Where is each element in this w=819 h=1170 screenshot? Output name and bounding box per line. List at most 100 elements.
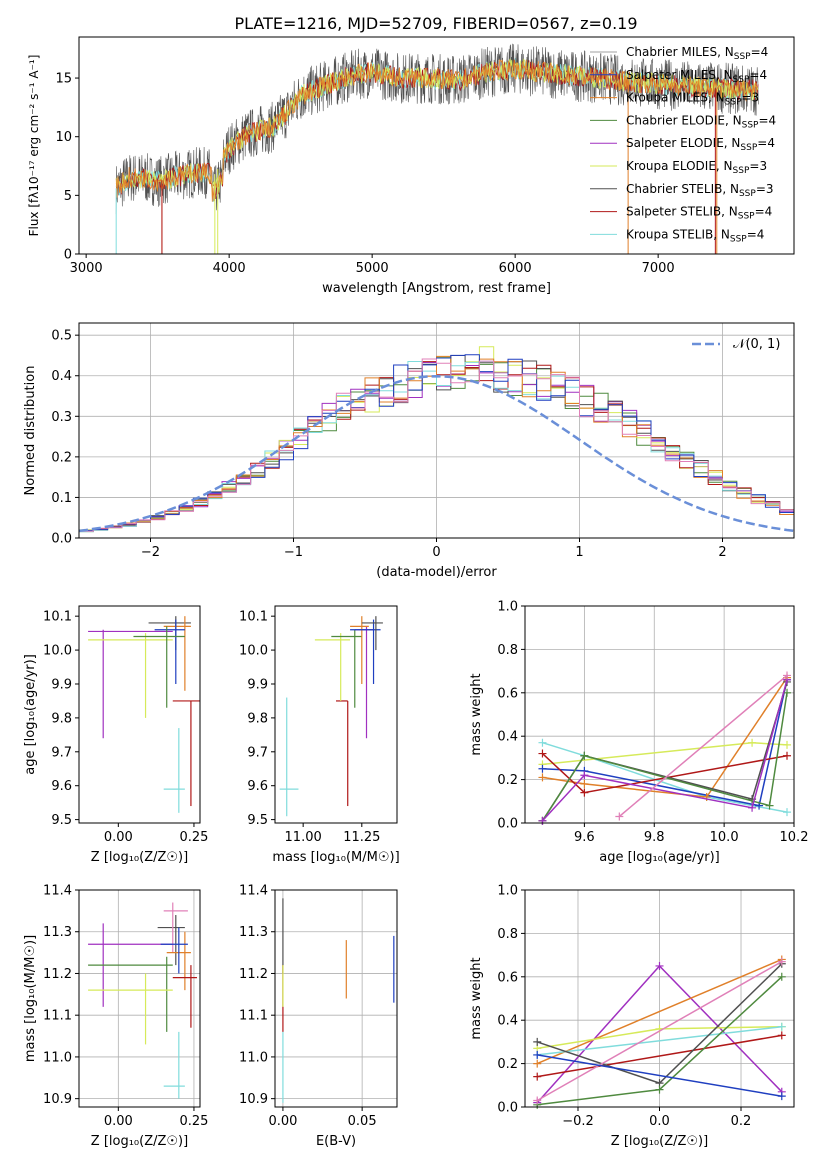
y-tick-label: 9.5 [51,813,72,828]
x-tick-label: 3000 [70,261,103,276]
histograms [79,346,794,538]
point-marker [777,1022,786,1031]
x-axis-label: E(B-V) [316,1134,356,1149]
y-tick-label: 10.9 [239,1092,268,1107]
data-point [331,629,362,708]
point-marker [783,688,792,697]
legend-entry: Chabrier MILES, NSSP=4 [626,45,768,62]
point-marker [655,961,664,970]
y-tick-label: 0.3 [51,410,72,425]
x-axis-label: Z [log₁₀(Z/Z☉)] [91,1134,188,1149]
y-tick-label: 9.7 [51,745,72,760]
axes-frame [78,889,201,1108]
point-marker [777,957,786,966]
y-tick-label: 11.4 [239,884,268,899]
x-tick-label: 11.25 [343,830,380,845]
y-tick-label: 0.2 [51,450,72,465]
point-marker [748,738,757,747]
y-tick-label: 0.4 [51,369,72,384]
y-tick-label: 9.9 [247,677,268,692]
data-point [154,619,185,684]
x-tick-label: 7000 [642,261,675,276]
legend-entry: Chabrier ELODIE, NSSP=4 [626,113,776,130]
x-tick-label: 0.00 [104,830,133,845]
axes-frame [274,605,398,824]
y-tick-label: 10 [55,130,72,145]
x-tick-label: 0.05 [348,1114,377,1129]
x-axis-label: Z [log₁₀(Z/Z☉)] [611,1134,708,1149]
y-tick-label: 11.3 [239,925,268,940]
chart-spectrum: 3000 4000 5000 6000 7000 0 5 10 15 wavelength [An… [27,36,795,296]
y-tick-label: 10.1 [43,610,72,625]
x-axis-label: mass [log₁₀(M/M☉)] [272,850,399,865]
y-tick-label: 1.0 [497,884,518,899]
legend-entry: Salpeter MILES, NSSP=4 [626,68,767,85]
data-point [361,616,383,651]
chart-z-weight: −0.2 0.0 0.2 0.0 0.2 0.4 0.6 0.8 1.0 Z [log₁₀(Z/Z… [469,884,795,1149]
y-tick-label: 0.1 [51,491,72,506]
spectrum-lines [115,43,759,254]
y-tick-label: 10.0 [43,644,72,659]
figure-title: PLATE=1216, MJD=52709, FIBERID=0567, z=0… [234,14,637,33]
series-s_miles [542,679,788,807]
axes-frame [78,605,201,824]
legend-entry: Kroupa STELIB, NSSP=4 [626,227,764,244]
series-k_stelib [542,741,788,813]
data-point [354,626,374,739]
data-point [172,965,197,1028]
legend-entry: 𝒩(0, 1) [733,337,780,352]
point-marker [538,749,547,758]
x-axis-label: Z [log₁₀(Z/Z☉)] [91,850,188,865]
y-axis-label: Flux [fλ10⁻¹⁷ erg cm⁻² s⁻¹ A⁻¹] [27,55,41,237]
point-marker [783,671,792,680]
y-tick-label: 10.0 [239,644,268,659]
point-marker [533,1037,542,1046]
x-tick-label: 2 [718,545,726,560]
x-tick-label: 9.8 [644,830,665,845]
x-tick-label: 4000 [213,261,246,276]
x-tick-label: 0.00 [104,1114,133,1129]
y-tick-label: 0.8 [497,643,518,658]
x-tick-label: −2 [141,545,160,560]
y-tick-label: 11.2 [239,967,268,982]
y-tick-label: 0.6 [497,970,518,985]
series-k_stelib [537,1025,782,1056]
axes-frame [524,605,795,824]
point-marker [765,801,774,810]
legend: Chabrier MILES, NSSP=4 Salpeter MILES, NS… [590,45,776,244]
y-tick-label: 9.6 [51,779,72,794]
y-tick-label: 11.4 [43,884,72,899]
point-marker [655,1085,664,1094]
data-point [279,697,299,817]
series-s_elodie [541,679,788,822]
y-axis-label: age [log₁₀(age/yr)] [23,654,38,775]
chart-z-age: 0.00 0.25 9.5 9.6 9.7 9.8 9.9 10.0 10.1 Z [log₁₀(… [23,605,208,865]
x-tick-label: 10.0 [710,830,739,845]
data-point [88,973,173,1045]
y-tick-label: 10.9 [43,1092,72,1107]
point-marker [580,771,589,780]
point-marker [538,738,547,747]
y-tick-label: 0.2 [497,1057,518,1072]
y-tick-label: 11.0 [239,1050,268,1065]
y-axis-label: mass weight [469,673,484,755]
legend-entry: Salpeter ELODIE, NSSP=4 [626,136,775,153]
y-tick-label: 9.6 [247,779,268,794]
series-s_stelib [537,1034,782,1078]
x-axis-label: age [log₁₀(age/yr)] [599,850,720,865]
y-tick-label: 9.8 [247,711,268,726]
legend-entry: Kroupa ELODIE, NSSP=3 [626,159,767,176]
x-tick-label: −1 [284,545,303,560]
chart-age-weight: 9.6 9.8 10.0 10.2 0.0 0.2 0.4 0.6 0.8 1.0 age [log… [469,600,808,866]
point-marker [580,751,589,760]
normal-curve [79,374,794,533]
series-s_miles [537,1054,782,1097]
chart-ebv-mass: 0.00 0.05 10.9 11.0 11.1 11.2 11.3 11.4 E(B-V) [239,884,398,1149]
x-tick-label: 10.2 [780,830,809,845]
data-point [350,616,369,684]
point-marker [538,773,547,782]
series-pink [618,674,788,818]
y-tick-label: 0.4 [497,1014,518,1029]
y-tick-label: 0.4 [497,730,518,745]
